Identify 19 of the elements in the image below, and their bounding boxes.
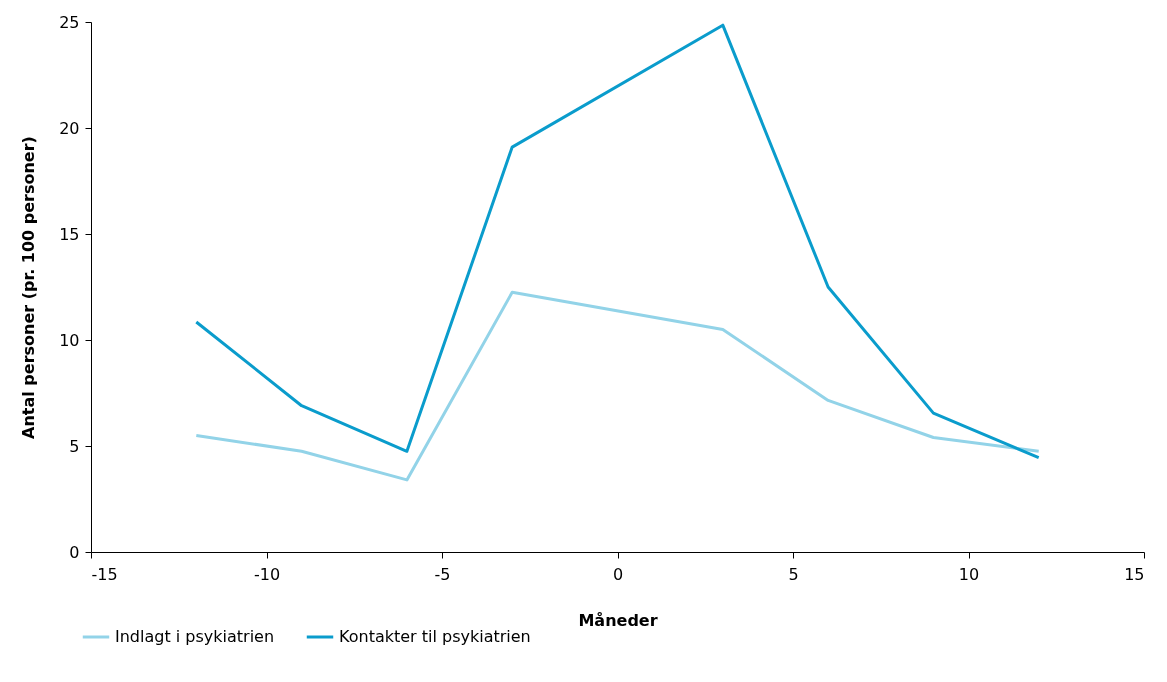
y-tick-label: 25 (59, 12, 80, 32)
x-tick-label: -5 (434, 564, 451, 584)
line-series (194, 23, 1041, 460)
legend-label: Indlagt i psykiatrien (115, 627, 275, 646)
x-tick-label: 5 (788, 564, 799, 584)
x-tick-label: 0 (612, 564, 624, 584)
x-tick-label: 10 (958, 564, 980, 584)
x-tick-label: -15 (91, 564, 118, 584)
line-series (194, 290, 1041, 482)
y-tick-label: 5 (69, 436, 80, 456)
x-tick-label: -10 (253, 564, 281, 584)
y-tick-label: 10 (59, 330, 80, 350)
y-tick-label: 0 (69, 542, 80, 562)
legend-label: Kontakter til psykiatrien (339, 627, 531, 646)
y-axis-title: Antal personer (pr. 100 personer) (19, 136, 39, 439)
y-tick-label: 15 (59, 224, 80, 244)
x-tick-label: 15 (1124, 564, 1145, 584)
x-axis-title: Måneder (578, 610, 658, 630)
y-tick-label: 20 (59, 118, 80, 138)
